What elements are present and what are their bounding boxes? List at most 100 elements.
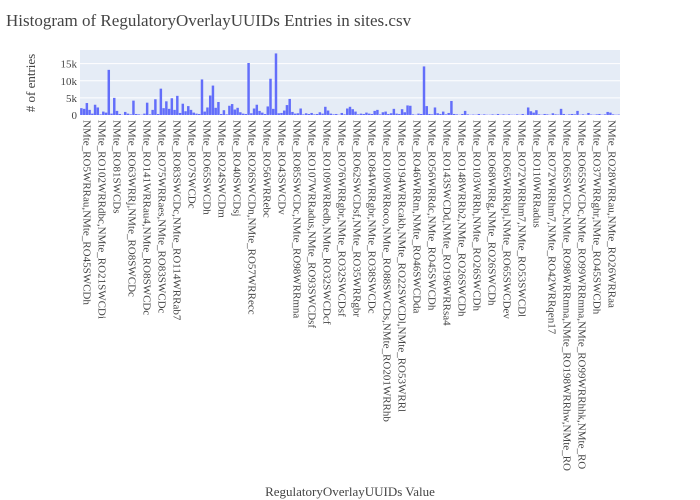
histogram-bar (502, 114, 505, 115)
x-tick-label: NMte_RO56WRRdc,NMte_RO45SWCDh (426, 120, 438, 311)
x-tick-label: NMte_RO26SWCDn,NMte_RO57WRRecc (246, 120, 258, 315)
x-tick-label: NMte_RO65SWCDc,NMte_RO99WRRmna,NMte_RO99… (576, 120, 588, 469)
histogram-bar (241, 113, 245, 115)
histogram-bar (217, 102, 220, 115)
histogram-bar (381, 112, 385, 115)
histogram-bar (335, 113, 338, 115)
histogram-bar (329, 113, 333, 115)
histogram-bar (343, 114, 346, 115)
x-tick-label: NMte_RO24SWCDm (216, 120, 228, 218)
histogram-bar (420, 113, 423, 115)
histogram-bar (113, 97, 116, 115)
histogram-bar (496, 113, 500, 115)
histogram-bar (288, 98, 291, 115)
histogram-bar (211, 85, 215, 115)
histogram-bar (250, 113, 253, 115)
histogram-bar (417, 113, 420, 115)
histogram-bar (263, 113, 267, 115)
histogram-bar (431, 114, 434, 115)
histogram-bar (255, 104, 259, 115)
histogram-bar (189, 109, 193, 115)
histogram-bar (247, 63, 250, 115)
histogram-bar (466, 114, 470, 115)
x-tick-label: NMte_RO56WRRebc (261, 120, 273, 218)
histogram-bar (359, 113, 363, 115)
histogram-bar (148, 114, 152, 115)
histogram-bar (176, 95, 179, 115)
histogram-bar (222, 110, 226, 115)
x-tick-label: NMte_RO37WRRghr,NMte_RO45SWCDh (591, 120, 603, 315)
histogram-bar (91, 113, 94, 115)
x-tick-label: NMte_RO40SWCDsj (231, 120, 243, 217)
histogram-bar (515, 114, 519, 115)
histogram-bar (230, 104, 234, 115)
histogram-bar (291, 111, 294, 115)
x-tick-label: NMte_RO76WRRgbr,NMte_RO32SWCDsf (336, 120, 348, 317)
histogram-bar (115, 110, 119, 115)
x-tick-label: NMte_RO81SWCDs (111, 120, 123, 214)
histogram-bar (546, 114, 549, 115)
histogram-bar (277, 113, 280, 115)
histogram-bar (321, 113, 324, 115)
histogram-bar (463, 110, 467, 115)
histogram-bar (557, 114, 560, 115)
histogram-bar (118, 113, 121, 115)
histogram-bar (537, 114, 541, 115)
histogram-bar (192, 112, 195, 115)
histogram-bar (274, 53, 278, 115)
histogram-bar (455, 114, 459, 115)
histogram-bar (162, 108, 165, 115)
histogram-bar (392, 108, 396, 115)
histogram-bar (129, 114, 132, 115)
chart-title: Histogram of RegulatoryOverlayUUIDs Entr… (6, 11, 412, 30)
histogram-bar (422, 66, 426, 115)
histogram-bar (609, 112, 612, 115)
histogram-bar (280, 112, 283, 115)
histogram-bar (472, 114, 475, 115)
x-tick-label: NMte_RO62SWCDsf,NMte_RO35WRRgbr (351, 120, 363, 317)
histogram-bar (384, 111, 387, 115)
histogram-bar (365, 112, 368, 115)
histogram-bar (411, 114, 415, 115)
plot-area (80, 50, 620, 115)
histogram-bar (491, 114, 494, 115)
histogram-bar (606, 111, 609, 115)
histogram-bar (272, 108, 275, 115)
histogram-bar (441, 111, 445, 115)
histogram-bar (450, 100, 453, 115)
histogram-bar (82, 108, 86, 115)
histogram-bar (219, 113, 223, 115)
histogram-bar (444, 114, 448, 115)
histogram-bar (310, 112, 313, 115)
histogram-bar (318, 112, 322, 115)
x-tick-label: NMte_RO65SWCDh (201, 120, 213, 215)
x-tick-label: NMte_RO46WRRm,NMte_RO46SWCDda (411, 120, 423, 314)
histogram-bar (461, 113, 464, 115)
x-tick-label: NMte_RO83SWCDc,NMte_RO114WRRab7 (171, 120, 183, 321)
x-tick-label: NMte_RO110WRRadus (531, 120, 543, 228)
x-tick-label: NMte_RO141WRRau4,NMte_RO8SWCDc (141, 120, 153, 315)
histogram-bar (80, 108, 83, 115)
x-axis-title: RegulatoryOverlayUUIDs Value (265, 484, 435, 499)
histogram-bar (378, 114, 382, 115)
histogram-bar (403, 112, 407, 115)
histogram-bar (507, 114, 511, 115)
histogram-bar (324, 106, 327, 115)
histogram-bar (214, 107, 217, 115)
x-tick-label: NMte_RO65SWCDc,NMte_RO98WRRmna,NMte_RO19… (561, 120, 573, 471)
plot-background (80, 50, 620, 115)
histogram-bar (483, 114, 486, 115)
x-axis-ticks: NMte_RO5WRRau,NMte_RO45SWCDh NMte_RO102WR… (81, 120, 618, 471)
histogram-bar (573, 114, 577, 115)
histogram-bar (315, 113, 319, 115)
x-tick-label: NMte_RO75WRRaes,NMte_RO83SWCDc (156, 120, 168, 314)
x-tick-label: NMte_RO109WRRoco,NMte_RO88SWCDs,NMte_RO2… (381, 120, 393, 422)
histogram-bar (439, 113, 442, 115)
histogram-bar (373, 110, 376, 115)
histogram-bar (184, 111, 187, 115)
x-tick-label: NMte_RO72WRRhm7,NMte_RO42WRRqen17 (546, 120, 558, 335)
histogram-bar (340, 112, 344, 115)
histogram-bar (398, 113, 401, 115)
y-tick-label: 15k (61, 59, 78, 71)
